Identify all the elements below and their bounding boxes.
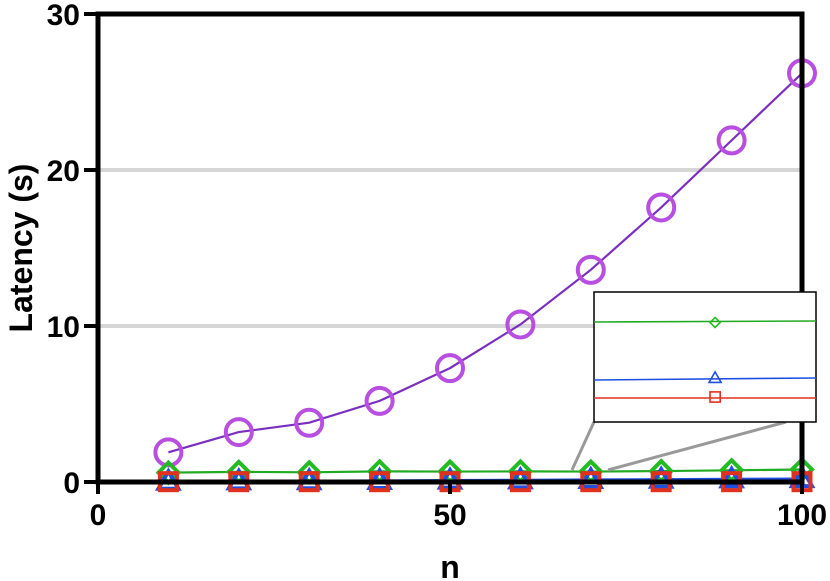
circle-marker xyxy=(505,309,536,340)
x-tick-label: 0 xyxy=(90,499,107,532)
y-tick-label: 0 xyxy=(63,467,80,500)
circle-marker xyxy=(575,254,606,285)
y-tick-label: 10 xyxy=(47,311,80,344)
triangle-marker xyxy=(506,465,534,490)
inset-connector xyxy=(607,420,787,472)
triangle-marker xyxy=(366,466,394,490)
series-markers xyxy=(153,58,817,493)
inset-line-triangle xyxy=(593,377,817,381)
y-tick-label: 20 xyxy=(47,155,80,188)
axis-ticks: 0 10 20 30 0 50 100 xyxy=(47,0,827,532)
square-marker xyxy=(709,391,721,403)
circle-marker xyxy=(364,385,395,416)
inset-connector xyxy=(570,421,596,471)
inset-line-diamond xyxy=(593,320,817,323)
y-axis-title: Latency (s) xyxy=(3,164,39,333)
zoom-inset xyxy=(570,291,817,472)
series-line-diamond xyxy=(168,468,803,474)
x-tick-label: 100 xyxy=(777,499,827,532)
triangle-marker xyxy=(577,465,605,490)
circle-marker xyxy=(223,417,254,448)
diamond-marker xyxy=(708,316,722,329)
triangle-marker xyxy=(647,465,675,489)
circle-marker xyxy=(716,125,747,156)
triangle-marker xyxy=(707,370,723,384)
y-tick-label: 30 xyxy=(47,0,80,32)
inset-frame xyxy=(593,291,817,423)
circle-marker xyxy=(646,192,677,223)
x-axis-title: n xyxy=(440,549,460,581)
circle-marker xyxy=(294,407,325,438)
triangle-marker xyxy=(718,464,746,489)
series-line-circle xyxy=(168,72,803,454)
circle-marker xyxy=(435,353,465,384)
x-tick-label: 50 xyxy=(433,499,466,532)
